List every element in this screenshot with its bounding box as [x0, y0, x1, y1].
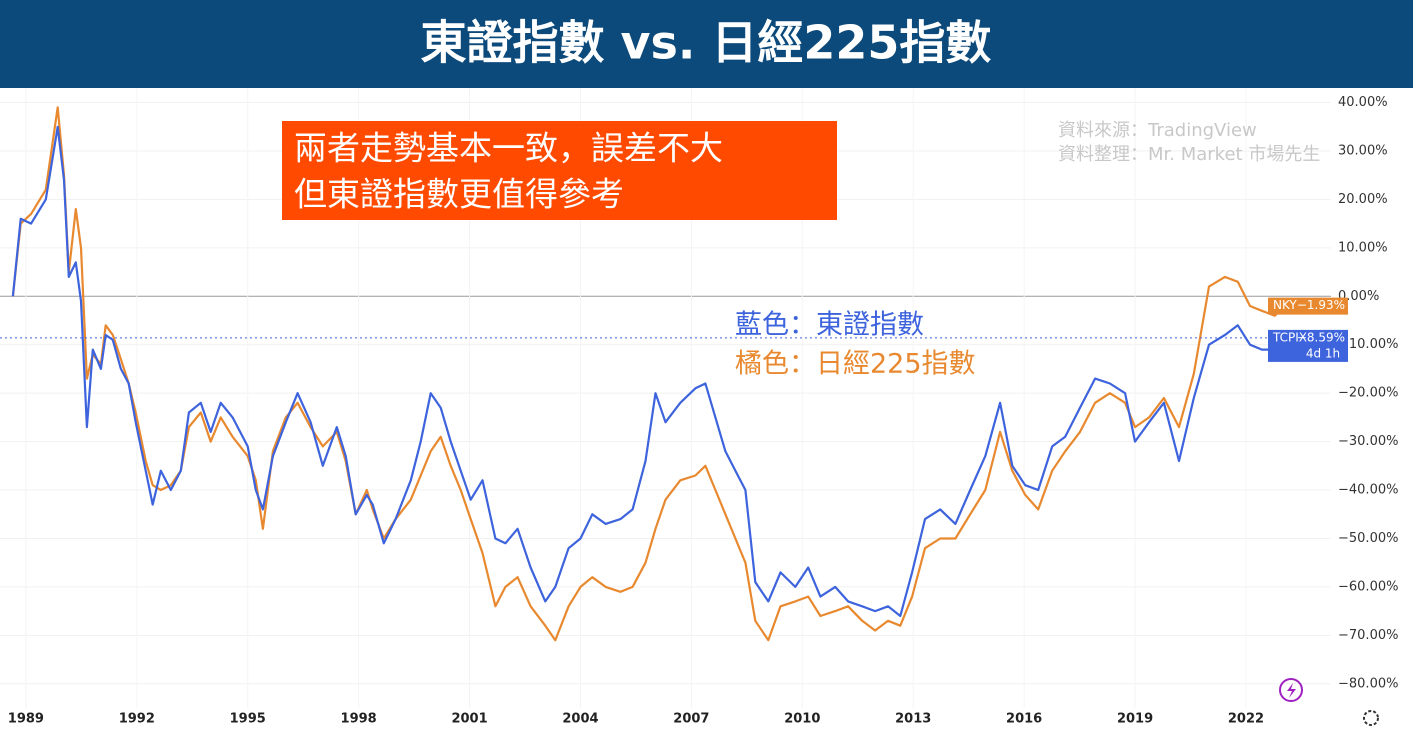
y-tick-label: 40.00% [1338, 95, 1388, 110]
x-tick-label: 1998 [341, 712, 377, 727]
y-tick-label: −60.00% [1338, 579, 1398, 594]
y-tick-label: 20.00% [1338, 192, 1388, 207]
x-tick-label: 1992 [119, 712, 155, 727]
x-tick-label: 1995 [230, 712, 266, 727]
annotation-box [282, 121, 837, 220]
badge-value: −1.93% [1297, 298, 1345, 312]
x-tick-label: 2007 [673, 712, 709, 727]
y-tick-label: −70.00% [1338, 628, 1398, 643]
y-tick-label: −80.00% [1338, 676, 1398, 691]
icon [1287, 683, 1296, 698]
annotation: 兩者走勢基本一致，誤差不大 [294, 129, 723, 168]
price-badge [1268, 297, 1348, 315]
y-tick-label: −40.00% [1338, 483, 1398, 498]
badge-code: NKY [1273, 298, 1297, 312]
x-tick-label: 2022 [1228, 712, 1264, 727]
x-tick-label: 2004 [562, 712, 598, 727]
badge-extra: 4d 1h [1306, 346, 1340, 360]
y-tick-label: 10.00% [1338, 240, 1388, 255]
x-tick-label: 2019 [1117, 712, 1153, 727]
y-tick-label: −50.00% [1338, 531, 1398, 546]
icon [1279, 678, 1303, 702]
y-tick-label: −20.00% [1338, 386, 1398, 401]
x-tick-label: 2016 [1006, 712, 1042, 727]
annotation: 但東證指數更值得參考 [294, 175, 624, 214]
legend-entry: 藍色：東證指數 [735, 310, 924, 341]
y-tick-label: −30.00% [1338, 434, 1398, 449]
header-bar [0, 0, 1413, 88]
x-tick-label: 2010 [784, 712, 820, 727]
x-tick-label: 2013 [895, 712, 931, 727]
source-note: 資料整理：Mr. Market 市場先生 [1058, 144, 1320, 165]
y-tick-label: 30.00% [1338, 143, 1388, 158]
x-tick-label: 1989 [8, 712, 44, 727]
y-tick-label: 0.00% [1338, 289, 1379, 304]
price-badge [1268, 329, 1348, 362]
badge-value: −8.59% [1297, 330, 1345, 344]
badge-code: TCPIX [1272, 330, 1307, 344]
legend-entry: 橘色：日經225指數 [735, 349, 976, 380]
y-tick-label: −10.00% [1338, 337, 1398, 352]
settings-icon[interactable] [1363, 710, 1379, 726]
source-note: 資料來源：TradingView [1058, 120, 1257, 141]
series-line [11, 125, 1286, 618]
plot: 40.00% 30.00% 20.00% 10.00% 0.00% −10.00% −20.… [0, 88, 1398, 727]
chart-title: 東證指數 vs. 日經225指數 [421, 16, 992, 70]
x-tick-label: 2001 [451, 712, 487, 727]
